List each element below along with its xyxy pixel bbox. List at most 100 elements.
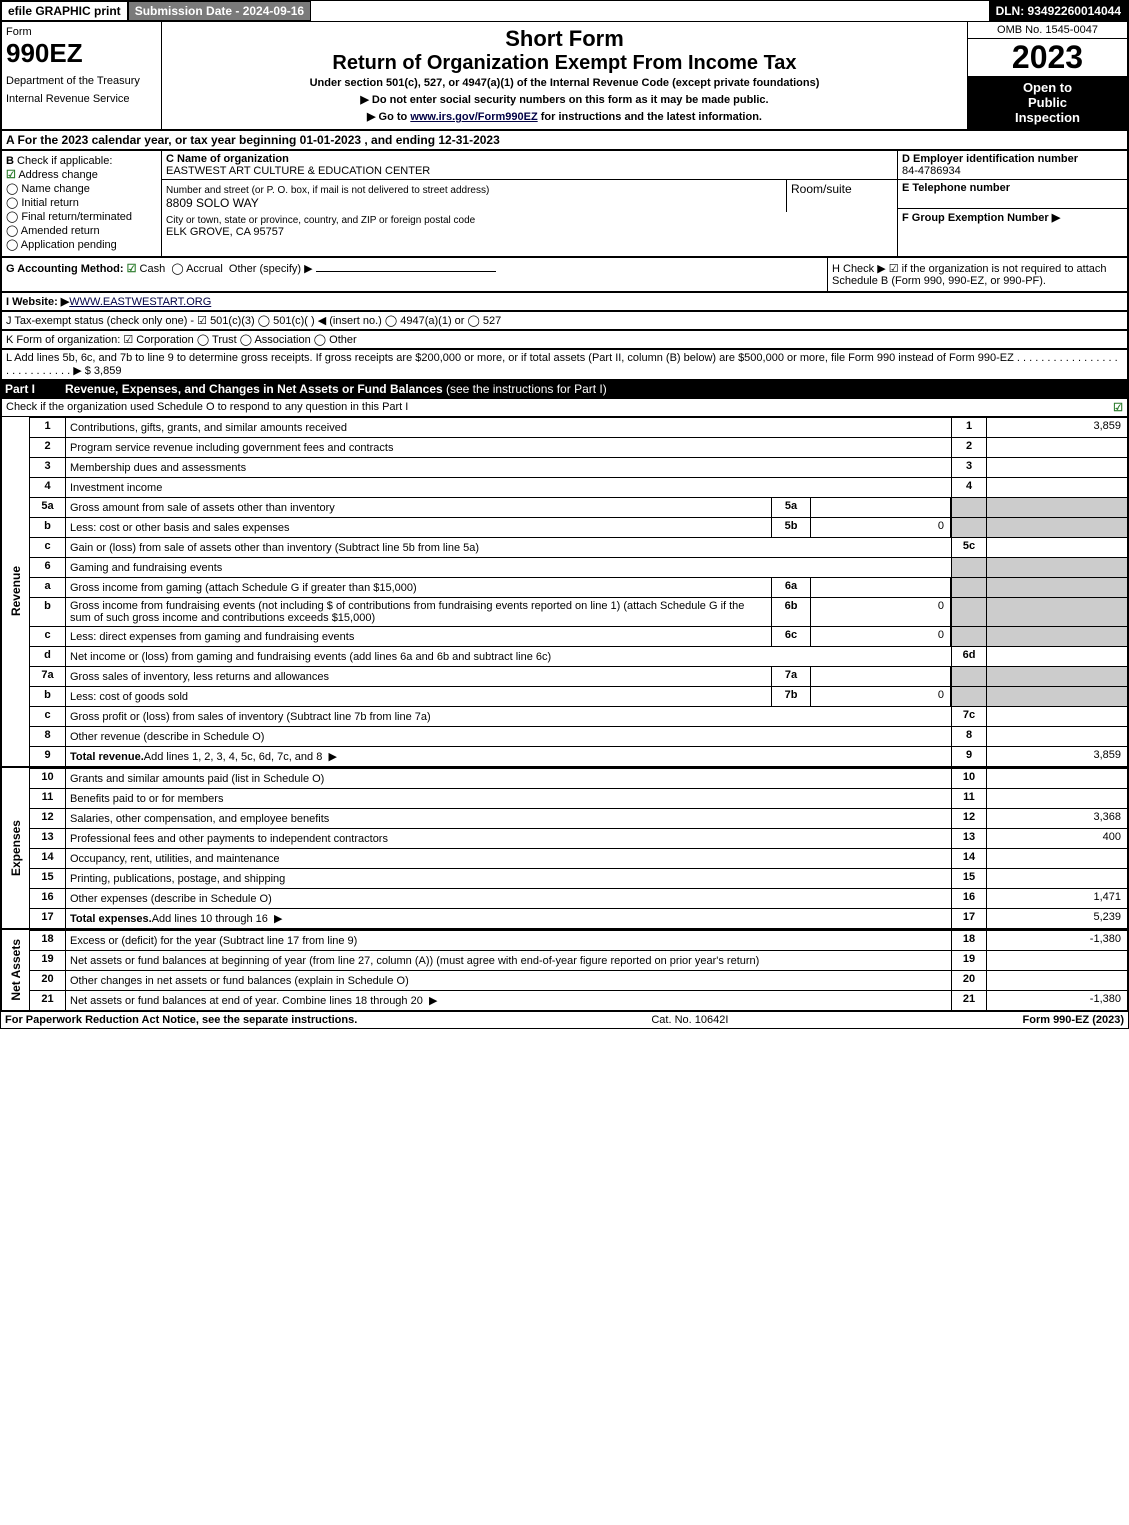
dept-label: Department of the Treasury	[6, 75, 157, 87]
inspection-badge: Open to Public Inspection	[968, 76, 1127, 129]
line-d: dNet income or (loss) from gaming and fu…	[30, 646, 1127, 666]
line-2: 2Program service revenue including gover…	[30, 437, 1127, 457]
checkbox-initial-return[interactable]: ◯ Initial return	[6, 196, 157, 209]
line-15: 15Printing, publications, postage, and s…	[30, 868, 1127, 888]
note-website: ▶ Go to www.irs.gov/Form990EZ for instru…	[166, 110, 963, 123]
line-a: A For the 2023 calendar year, or tax yea…	[1, 130, 1128, 150]
checkbox-application-pending[interactable]: ◯ Application pending	[6, 238, 157, 251]
line-1: 1Contributions, gifts, grants, and simil…	[30, 417, 1127, 437]
line-10: 10Grants and similar amounts paid (list …	[30, 768, 1127, 788]
footer-right: Form 990-EZ (2023)	[1023, 1014, 1125, 1026]
line-14: 14Occupancy, rent, utilities, and mainte…	[30, 848, 1127, 868]
line-5a: 5aGross amount from sale of assets other…	[30, 497, 1127, 517]
return-title: Return of Organization Exempt From Incom…	[166, 52, 963, 75]
d-value: 84-4786934	[902, 165, 961, 177]
line-a: aGross income from gaming (attach Schedu…	[30, 577, 1127, 597]
i-label: I Website: ▶	[6, 296, 69, 308]
website-link[interactable]: WWW.EASTWESTART.ORG	[69, 296, 211, 308]
line-i: I Website: ▶WWW.EASTWESTART.ORG	[1, 292, 1128, 311]
line-16: 16Other expenses (describe in Schedule O…	[30, 888, 1127, 908]
expenses-section: Expenses 10Grants and similar amounts pa…	[1, 766, 1128, 928]
line-b: bLess: cost of goods sold7b0	[30, 686, 1127, 706]
note-ssn: ▶ Do not enter social security numbers o…	[166, 93, 963, 106]
dln-number: DLN: 93492260014044	[989, 1, 1128, 21]
city-cell: City or town, state or province, country…	[162, 212, 897, 240]
checkbox-amended-return[interactable]: ◯ Amended return	[6, 224, 157, 237]
line-12: 12Salaries, other compensation, and empl…	[30, 808, 1127, 828]
footer-left: For Paperwork Reduction Act Notice, see …	[5, 1014, 357, 1026]
checkbox-final-return-terminated[interactable]: ◯ Final return/terminated	[6, 210, 157, 223]
section-bce: B Check if applicable: ☑ Address change◯…	[1, 150, 1128, 257]
checkbox-address-change[interactable]: ☑ Address change	[6, 168, 157, 181]
d-label: D Employer identification number	[902, 153, 1078, 165]
part1-label: Part I	[5, 382, 65, 396]
line-11: 11Benefits paid to or for members11	[30, 788, 1127, 808]
c-city-label: City or town, state or province, country…	[166, 215, 475, 226]
revenue-vlabel: Revenue	[9, 566, 23, 616]
line-19: 19Net assets or fund balances at beginni…	[30, 950, 1127, 970]
expenses-vlabel: Expenses	[9, 820, 23, 876]
part1-header: Part I Revenue, Expenses, and Changes in…	[1, 380, 1128, 398]
g-other: Other (specify) ▶	[229, 263, 313, 275]
irs-link[interactable]: www.irs.gov/Form990EZ	[410, 111, 537, 123]
line-21: 21Net assets or fund balances at end of …	[30, 990, 1127, 1010]
line-9: 9Total revenue. Add lines 1, 2, 3, 4, 5c…	[30, 746, 1127, 766]
line-8: 8Other revenue (describe in Schedule O)8	[30, 726, 1127, 746]
top-bar: efile GRAPHIC print Submission Date - 20…	[1, 1, 1128, 21]
c-name-label: C Name of organization	[166, 153, 289, 165]
revenue-section: Revenue 1Contributions, gifts, grants, a…	[1, 417, 1128, 766]
c-street-label: Number and street (or P. O. box, if mail…	[166, 185, 489, 196]
org-name-cell: C Name of organization EASTWEST ART CULT…	[162, 151, 897, 180]
checkmark-icon: ☑	[127, 263, 137, 275]
note-pre: ▶ Go to	[367, 111, 410, 123]
group-exemption-cell: F Group Exemption Number ▶	[898, 209, 1127, 226]
line-b: bGross income from fundraising events (n…	[30, 597, 1127, 626]
tax-year: 2023	[968, 39, 1127, 76]
line-7a: 7aGross sales of inventory, less returns…	[30, 666, 1127, 686]
section-h: H Check ▶ ☑ if the organization is not r…	[827, 258, 1127, 291]
g-accrual: Accrual	[186, 263, 223, 275]
line-3: 3Membership dues and assessments3	[30, 457, 1127, 477]
note-post: for instructions and the latest informat…	[538, 111, 762, 123]
section-gh: G Accounting Method: ☑ Cash ◯ Accrual Ot…	[1, 257, 1128, 292]
line-c: cLess: direct expenses from gaming and f…	[30, 626, 1127, 646]
line-13: 13Professional fees and other payments t…	[30, 828, 1127, 848]
c-name-value: EASTWEST ART CULTURE & EDUCATION CENTER	[166, 165, 430, 177]
street-cell: Number and street (or P. O. box, if mail…	[162, 180, 897, 212]
header-right: OMB No. 1545-0047 2023 Open to Public In…	[967, 22, 1127, 129]
section-g: G Accounting Method: ☑ Cash ◯ Accrual Ot…	[2, 258, 827, 291]
revenue-vlabel-box: Revenue	[2, 417, 30, 766]
schedo-text: Check if the organization used Schedule …	[6, 401, 408, 414]
efile-print-link[interactable]: efile GRAPHIC print	[1, 1, 128, 21]
line-c: cGain or (loss) from sale of assets othe…	[30, 537, 1127, 557]
g-cash: Cash	[140, 263, 166, 275]
col-c: C Name of organization EASTWEST ART CULT…	[162, 151, 897, 256]
insp-2: Public	[972, 95, 1123, 110]
submission-date: Submission Date - 2024-09-16	[128, 1, 311, 21]
form-page: efile GRAPHIC print Submission Date - 20…	[0, 0, 1129, 1029]
ein-cell: D Employer identification number 84-4786…	[898, 151, 1127, 180]
phone-cell: E Telephone number	[898, 180, 1127, 209]
line-j: J Tax-exempt status (check only one) - ☑…	[1, 311, 1128, 330]
short-form-title: Short Form	[166, 26, 963, 52]
footer: For Paperwork Reduction Act Notice, see …	[1, 1011, 1128, 1028]
under-section: Under section 501(c), 527, or 4947(a)(1)…	[166, 77, 963, 89]
line-k: K Form of organization: ☑ Corporation ◯ …	[1, 330, 1128, 349]
f-label: F Group Exemption Number ▶	[902, 212, 1060, 224]
schedo-checkmark-icon: ☑	[1113, 401, 1123, 414]
expenses-vlabel-box: Expenses	[2, 768, 30, 928]
netassets-section: Net Assets 18Excess or (deficit) for the…	[1, 928, 1128, 1011]
checkbox-name-change[interactable]: ◯ Name change	[6, 182, 157, 195]
insp-3: Inspection	[972, 110, 1123, 125]
c-street-value: 8809 SOLO WAY	[166, 196, 259, 210]
col-b: B Check if applicable: ☑ Address change◯…	[2, 151, 162, 256]
b-check-label: Check if applicable:	[17, 155, 112, 167]
line-4: 4Investment income4	[30, 477, 1127, 497]
netassets-vlabel: Net Assets	[9, 939, 23, 1001]
line-c: cGross profit or (loss) from sales of in…	[30, 706, 1127, 726]
insp-1: Open to	[972, 80, 1123, 95]
header-center: Short Form Return of Organization Exempt…	[162, 22, 967, 129]
footer-center: Cat. No. 10642I	[357, 1014, 1022, 1026]
line-l: L Add lines 5b, 6c, and 7b to line 9 to …	[1, 349, 1128, 380]
line-20: 20Other changes in net assets or fund ba…	[30, 970, 1127, 990]
